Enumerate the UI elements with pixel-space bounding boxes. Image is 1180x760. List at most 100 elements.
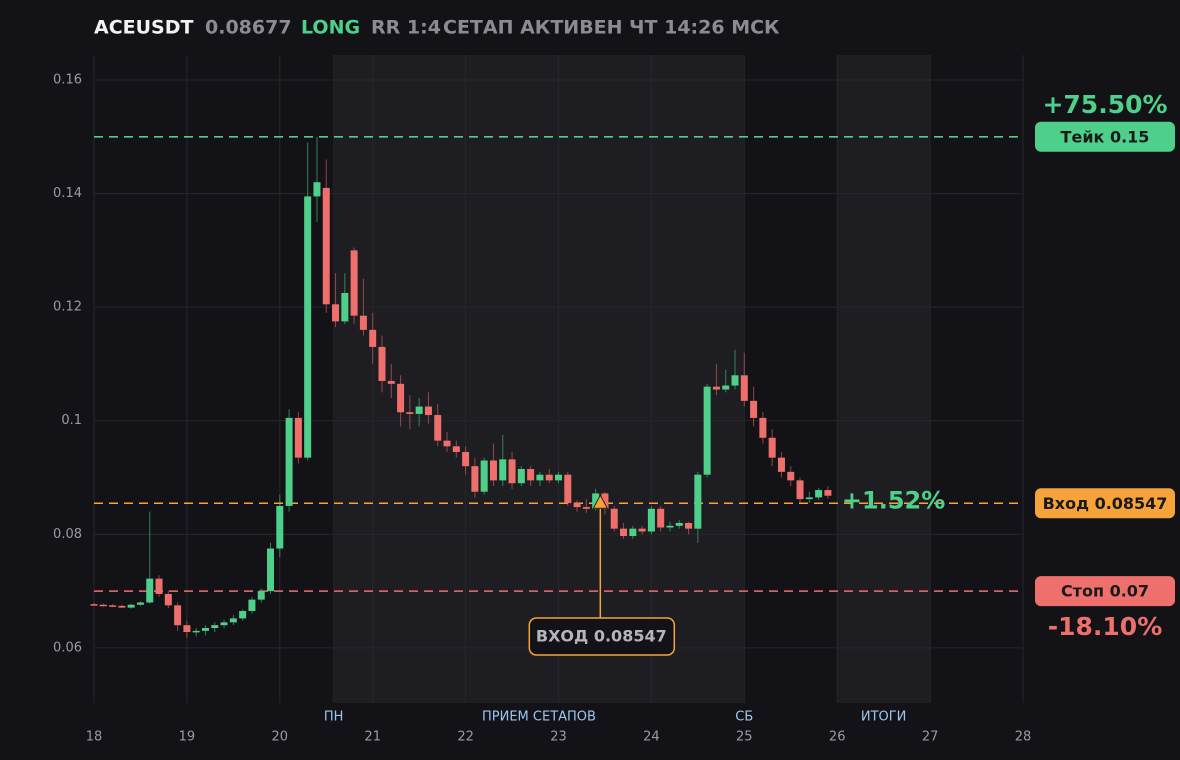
candle-body: [508, 459, 516, 484]
candle-body: [183, 625, 191, 633]
entry-callout-label: ВХОД 0.08547: [536, 627, 667, 646]
candle-body: [620, 528, 628, 537]
last-change: +1.52%: [842, 487, 945, 515]
candle-body: [657, 508, 665, 528]
candle-body: [545, 474, 553, 481]
candle-body: [647, 508, 655, 532]
candle-body: [555, 474, 562, 481]
candle-body: [536, 474, 544, 481]
candle-body: [304, 196, 312, 458]
entry-marker: [592, 494, 609, 509]
candle-body: [127, 604, 135, 608]
x-tick-label: 23: [550, 730, 567, 745]
candle-body: [99, 604, 107, 607]
candle-body: [750, 400, 758, 418]
candle-body: [220, 622, 228, 626]
candle-body: [397, 383, 405, 413]
level-change: +75.50%: [1042, 90, 1167, 119]
x-tick-label: 21: [364, 730, 381, 745]
candle-body: [759, 417, 767, 438]
level-change: -18.10%: [1048, 612, 1163, 641]
candle-body: [629, 528, 637, 537]
session-zone: [837, 55, 931, 703]
x-tick-label: 18: [86, 730, 103, 745]
candle-body: [285, 417, 293, 506]
candle-body: [229, 618, 237, 623]
candle-body: [462, 451, 470, 467]
candle-body: [471, 466, 479, 492]
side: LONG: [301, 17, 360, 39]
candle-body: [359, 315, 367, 330]
candle-body: [341, 292, 349, 322]
candle-body: [712, 386, 720, 390]
candle-body: [276, 505, 284, 549]
candle-body: [582, 507, 590, 509]
candle-body: [369, 329, 377, 347]
candle-body: [257, 591, 265, 600]
candle-body: [424, 406, 432, 416]
level-pill: [1035, 121, 1175, 152]
candle-body: [480, 460, 488, 492]
candle-body: [675, 522, 683, 526]
candle-body: [146, 578, 154, 603]
candle-body: [248, 599, 256, 611]
candle-body: [164, 593, 172, 606]
candle-body: [267, 548, 275, 592]
zone-label: СБ: [735, 710, 753, 725]
y-tick-label: 0.1: [61, 413, 82, 428]
candle-body: [564, 474, 572, 504]
candle-body: [573, 503, 581, 508]
level-pill: [1035, 576, 1175, 607]
y-tick-label: 0.14: [53, 186, 82, 201]
candle-body: [350, 250, 358, 316]
candle-body: [824, 490, 832, 496]
candle-body: [694, 474, 702, 529]
y-tick-label: 0.08: [53, 527, 82, 542]
x-tick-label: 24: [643, 730, 660, 745]
candle-body: [703, 386, 711, 475]
candle-body: [527, 469, 535, 481]
y-tick-label: 0.16: [53, 72, 82, 87]
candle-body: [787, 471, 795, 481]
zone-label: ИТОГИ: [861, 710, 907, 725]
x-tick-label: 28: [1015, 730, 1032, 745]
candle-body: [452, 446, 460, 452]
x-tick-label: 19: [179, 730, 196, 745]
candle-body: [109, 605, 117, 607]
candle-body: [415, 406, 423, 414]
candle-body: [201, 628, 209, 631]
candle-body: [174, 605, 182, 626]
session-zone: [332, 55, 745, 703]
candle-body: [815, 490, 823, 498]
zone-label: ПН: [324, 710, 344, 725]
candle-body: [211, 625, 219, 629]
candle-body: [777, 457, 785, 472]
candle-body: [592, 493, 600, 509]
risk-reward: RR 1:4: [371, 17, 441, 39]
candle-body: [192, 630, 200, 633]
candle-body: [406, 412, 414, 414]
candle-body: [610, 508, 618, 529]
candle-body: [666, 525, 674, 528]
candle-body: [136, 602, 144, 605]
candle-body: [731, 375, 739, 386]
candle-body: [685, 522, 693, 529]
y-tick-label: 0.06: [53, 640, 82, 655]
candle-body: [796, 480, 804, 500]
candle-body: [378, 346, 386, 381]
candle-body: [805, 497, 813, 500]
entry-callout: [528, 617, 676, 656]
candle-body: [517, 469, 525, 484]
x-tick-label: 22: [457, 730, 474, 745]
level-pill: [1035, 488, 1175, 519]
candle-body: [332, 304, 340, 322]
candle-body: [118, 605, 126, 608]
candle-body: [387, 380, 395, 384]
candle-body: [740, 375, 748, 401]
candle-body: [638, 528, 646, 532]
candle-body: [239, 610, 247, 619]
candle-body: [601, 493, 609, 509]
y-tick-label: 0.12: [53, 300, 82, 315]
candle-body: [499, 459, 507, 481]
